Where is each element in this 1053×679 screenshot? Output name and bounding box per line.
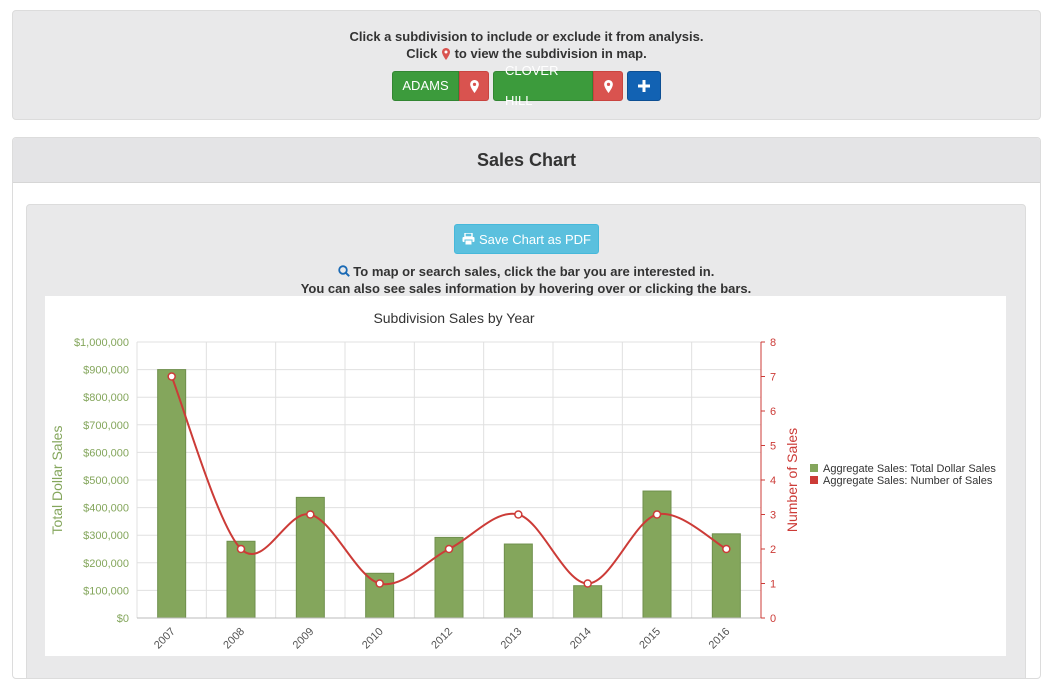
y-axis-tick-label: $200,000: [83, 558, 129, 570]
y2-axis-tick-label: 3: [770, 510, 776, 522]
bar-2014[interactable]: [573, 585, 603, 619]
map-marker-icon: [603, 79, 613, 93]
chart-hint-line-1: To map or search sales, click the bar yo…: [27, 264, 1025, 279]
save-chart-pdf-button[interactable]: Save Chart as PDF: [454, 224, 599, 254]
bar-2015[interactable]: [642, 490, 672, 619]
instruction-line-2-pre: Click: [406, 46, 438, 61]
y2-axis-tick-label: 8: [770, 337, 776, 349]
x-axis-tick-label: 2008: [221, 626, 247, 652]
y2-axis-tick-label: 4: [770, 475, 776, 487]
y-axis-tick-label: $600,000: [83, 447, 129, 459]
sales-chart: Subdivision Sales by Year $0 $100,000 $200,…: [45, 296, 1006, 656]
chart-title: Subdivision Sales by Year: [373, 310, 534, 326]
y-axis-tick-label: $700,000: [83, 420, 129, 432]
line-point-2014[interactable]: [583, 579, 592, 588]
x-axis-tick-label: 2014: [568, 626, 594, 652]
map-marker-button-adams[interactable]: [459, 71, 489, 101]
y-axis-tick-label: $300,000: [83, 530, 129, 542]
line-point-2007[interactable]: [167, 372, 176, 381]
plus-icon: [638, 80, 650, 92]
subdivision-group-adams: ADAMS: [392, 71, 489, 101]
y2-axis-title: Number of Sales: [784, 428, 800, 532]
legend-label-dollar-sales[interactable]: Aggregate Sales: Total Dollar Sales: [823, 463, 996, 475]
y-axis-tick-label: $0: [117, 613, 129, 625]
map-marker-button-clover-hill[interactable]: [593, 71, 623, 101]
y2-axis-tick-label: 0: [770, 613, 776, 625]
line-point-2008[interactable]: [236, 544, 246, 554]
subdivision-button-row: ADAMS CLOVER HILL: [13, 63, 1040, 108]
legend-swatch-number-of-sales: [810, 476, 818, 484]
y2-axis-tick-label: 7: [770, 372, 776, 384]
y-axis-title: Total Dollar Sales: [49, 426, 65, 535]
y-axis-tick-label: $100,000: [83, 585, 129, 597]
instruction-line-2: Click to view the subdivision in map.: [13, 46, 1040, 63]
y-axis-tick-label: $1,000,000: [74, 337, 129, 349]
y2-axis-tick-label: 1: [770, 579, 776, 591]
legend-label-number-of-sales[interactable]: Aggregate Sales: Number of Sales: [823, 475, 993, 487]
chart-hint-text-1: To map or search sales, click the bar yo…: [353, 264, 715, 279]
y-axis-tick-label: $800,000: [83, 392, 129, 404]
legend-swatch-dollar-sales: [810, 464, 818, 472]
subdivision-group-clover-hill: CLOVER HILL: [493, 63, 623, 108]
y-axis-tick-label: $500,000: [83, 475, 129, 487]
line-point-2009[interactable]: [306, 510, 315, 519]
subdivision-toggle-clover-hill[interactable]: CLOVER HILL: [493, 63, 593, 108]
y-axis-tick-label: $400,000: [83, 503, 129, 515]
y2-axis-tick-label: 2: [770, 544, 776, 556]
sales-chart-heading: Sales Chart: [13, 138, 1040, 183]
search-icon: [337, 265, 350, 277]
y2-axis-tick-label: 5: [770, 441, 776, 453]
line-point-2015[interactable]: [652, 510, 662, 519]
sales-chart-svg: Subdivision Sales by Year $0 $100,000 $200,…: [49, 310, 996, 652]
map-marker-icon: [441, 48, 450, 63]
line-point-2013[interactable]: [514, 510, 523, 519]
instruction-line-2-post: to view the subdivision in map.: [454, 46, 647, 61]
map-marker-icon: [469, 79, 479, 93]
add-subdivision-button[interactable]: [627, 71, 661, 101]
x-axis-tick-label: 2010: [360, 626, 386, 652]
save-chart-pdf-label: Save Chart as PDF: [479, 231, 591, 247]
print-icon: [462, 233, 475, 245]
subdivision-selector-panel: Click a subdivision to include or exclud…: [12, 10, 1041, 120]
bar-2013[interactable]: [503, 543, 533, 619]
x-axis-tick-label: 2009: [291, 626, 317, 652]
line-point-2016[interactable]: [722, 544, 731, 554]
x-axis-tick-label: 2016: [707, 626, 733, 652]
instruction-line-1: Click a subdivision to include or exclud…: [349, 29, 704, 44]
x-axis-tick-label: 2015: [637, 626, 663, 652]
chart-hint-line-2: You can also see sales information by ho…: [300, 281, 752, 296]
subdivision-toggle-adams[interactable]: ADAMS: [392, 71, 459, 101]
x-axis-tick-label: 2007: [152, 626, 178, 652]
x-axis-tick-label: 2012: [429, 626, 455, 652]
line-point-2010[interactable]: [375, 579, 384, 588]
line-point-2012[interactable]: [444, 544, 454, 554]
y2-axis-tick-label: 6: [770, 406, 776, 418]
y-axis-tick-label: $900,000: [83, 365, 129, 377]
x-axis-tick-label: 2013: [499, 626, 525, 652]
